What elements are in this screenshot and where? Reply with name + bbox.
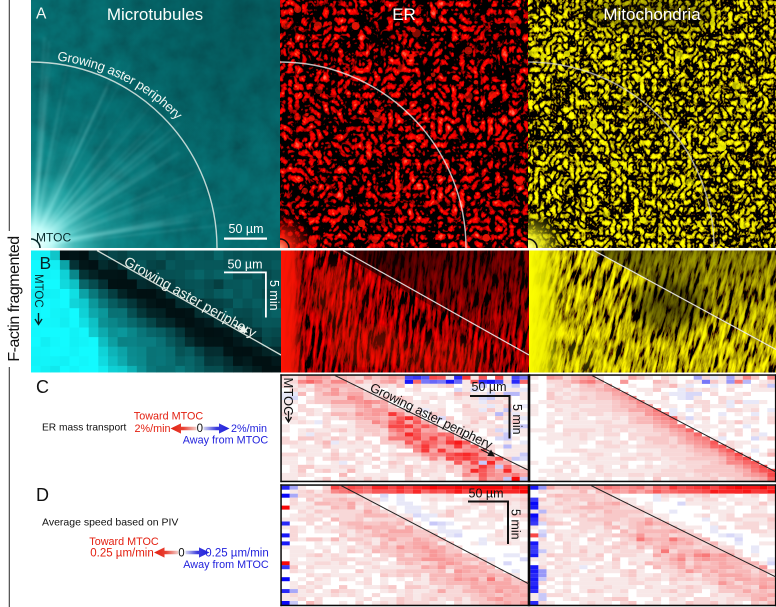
svg-text:Average speed based on PIV: Average speed based on PIV [42,517,178,529]
svg-text:ER mass transport: ER mass transport [42,423,127,434]
svg-text:MTOC: MTOC [281,378,296,416]
svg-text:2%/min: 2%/min [231,423,267,435]
svg-text:5 min: 5 min [510,404,524,435]
svg-text:0.25 µm/min: 0.25 µm/min [90,548,154,560]
svg-text:Toward MTOC: Toward MTOC [134,411,204,423]
svg-text:0: 0 [178,548,184,560]
svg-text:Toward MTOC: Toward MTOC [89,536,159,548]
svg-text:0.25 µm/min: 0.25 µm/min [205,548,269,560]
svg-text:D: D [36,485,49,505]
svg-text:50 µm: 50 µm [228,258,263,272]
svg-text:Microtubules: Microtubules [107,5,203,24]
svg-text:F-actin fragmented: F-actin fragmented [6,236,23,361]
svg-text:MTOC: MTOC [32,274,44,308]
svg-text:A: A [36,6,47,23]
svg-text:5 min: 5 min [267,280,281,311]
svg-text:2%/min: 2%/min [134,423,170,435]
svg-text:ER: ER [392,5,416,24]
svg-text:B: B [40,253,52,273]
svg-text:Mitochondria: Mitochondria [603,5,701,24]
svg-text:C: C [36,377,49,397]
svg-text:5 min: 5 min [509,509,523,540]
svg-text:50 µm: 50 µm [229,222,264,236]
svg-text:Away from MTOC: Away from MTOC [183,559,269,571]
svg-text:MTOC: MTOC [36,231,71,245]
svg-text:0: 0 [197,423,203,435]
svg-text:Away from MTOC: Away from MTOC [183,435,269,447]
svg-text:50 µm: 50 µm [469,487,504,501]
svg-text:50 µm: 50 µm [472,380,507,394]
